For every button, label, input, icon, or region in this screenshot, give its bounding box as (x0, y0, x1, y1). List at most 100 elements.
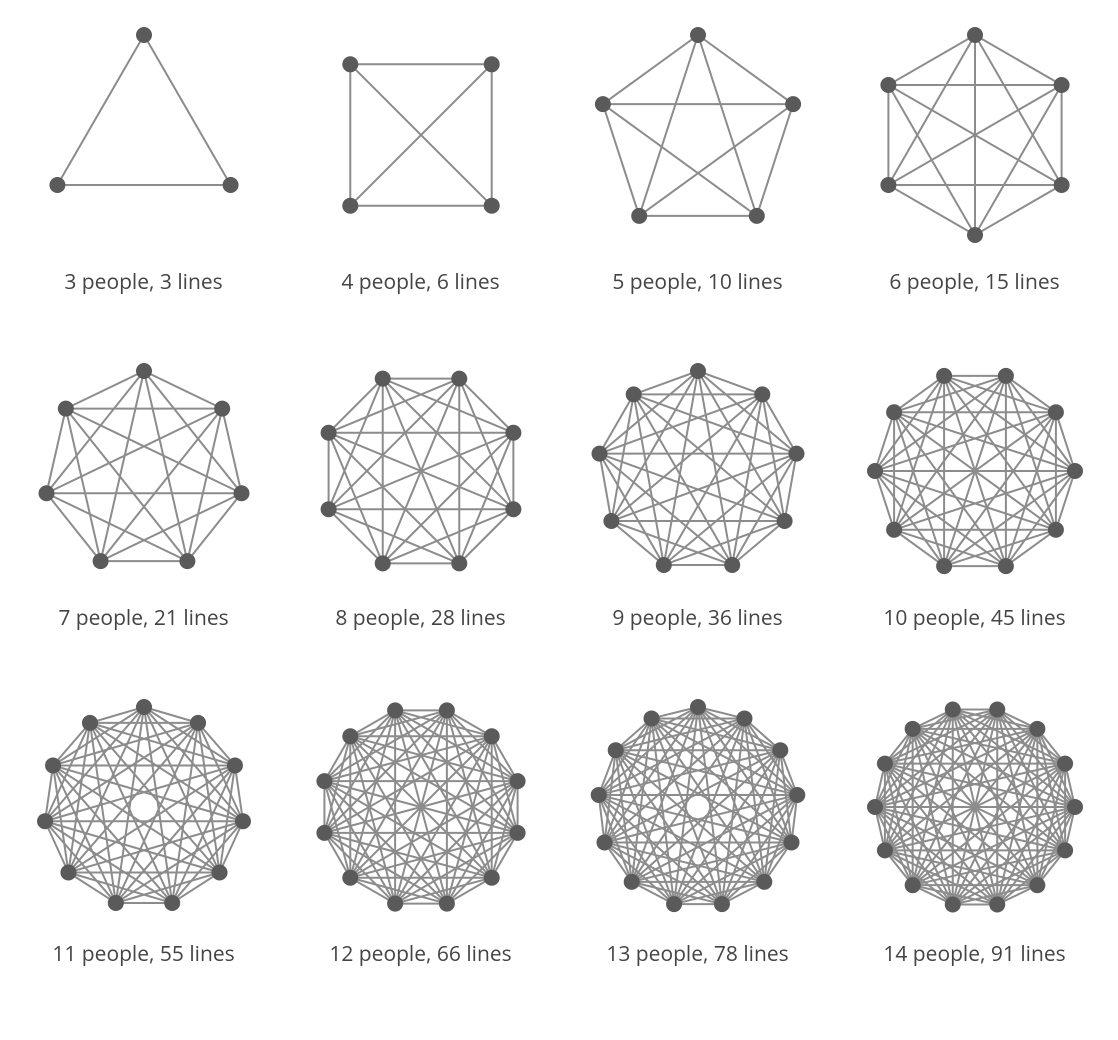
edges (875, 376, 1075, 566)
complete-graph-k9 (583, 356, 813, 586)
node (509, 773, 525, 789)
node (316, 773, 332, 789)
node (886, 522, 902, 538)
nodes (594, 27, 800, 224)
node (886, 404, 902, 420)
node (509, 825, 525, 841)
node (754, 386, 770, 402)
node (387, 702, 403, 718)
node (342, 870, 358, 886)
graph-caption: 7 people, 21 lines (58, 604, 228, 632)
graph-caption: 11 people, 55 lines (52, 940, 234, 968)
node (904, 877, 920, 893)
node (1057, 756, 1073, 772)
node (997, 368, 1013, 384)
node (1067, 463, 1083, 479)
node (967, 27, 983, 43)
edges (875, 710, 1075, 905)
graph-cell-12: 12 people, 66 lines (297, 692, 544, 968)
complete-graph-k3 (29, 20, 259, 250)
graph-cell-10: 10 people, 45 lines (851, 356, 1098, 632)
graph-caption: 4 people, 6 lines (341, 268, 499, 296)
node (666, 896, 682, 912)
graph-cell-5: 5 people, 10 lines (574, 20, 821, 296)
complete-graph-k10 (860, 356, 1090, 586)
graph-cell-9: 9 people, 36 lines (574, 356, 821, 632)
node (233, 485, 249, 501)
node (1029, 877, 1045, 893)
node (234, 813, 250, 829)
complete-graph-k7 (29, 356, 259, 586)
node (607, 742, 623, 758)
edges (888, 35, 1061, 235)
graph-cell-8: 8 people, 28 lines (297, 356, 544, 632)
node (451, 555, 467, 571)
node (989, 702, 1005, 718)
node (164, 895, 180, 911)
node (596, 834, 612, 850)
node (736, 710, 752, 726)
node (867, 463, 883, 479)
node (81, 715, 97, 731)
node (643, 710, 659, 726)
node (880, 77, 896, 93)
node (1047, 404, 1063, 420)
node (49, 177, 65, 193)
node (724, 557, 740, 573)
graph-cell-14: 14 people, 91 lines (851, 692, 1098, 968)
node (179, 553, 195, 569)
node (136, 363, 152, 379)
graph-cell-7: 7 people, 21 lines (20, 356, 267, 632)
edges (57, 35, 230, 185)
complete-graph-k5 (583, 20, 813, 250)
node (136, 699, 152, 715)
complete-graph-k6 (860, 20, 1090, 250)
edges (350, 64, 491, 205)
node (316, 825, 332, 841)
graph-caption: 3 people, 3 lines (64, 268, 222, 296)
node (107, 895, 123, 911)
complete-graph-k12 (306, 692, 536, 922)
complete-graph-k13 (583, 692, 813, 922)
node (603, 513, 619, 529)
node (1029, 721, 1045, 737)
node (590, 787, 606, 803)
node (785, 96, 801, 112)
node (631, 208, 647, 224)
graph-cell-13: 13 people, 78 lines (574, 692, 821, 968)
node (789, 787, 805, 803)
node (880, 177, 896, 193)
graph-caption: 12 people, 66 lines (329, 940, 511, 968)
node (226, 757, 242, 773)
node (505, 425, 521, 441)
graph-cell-3: 3 people, 3 lines (20, 20, 267, 296)
node (438, 702, 454, 718)
node (37, 813, 53, 829)
graph-cell-6: 6 people, 15 lines (851, 20, 1098, 296)
complete-graph-k14 (860, 692, 1090, 922)
graph-cell-4: 4 people, 6 lines (297, 20, 544, 296)
node (1053, 77, 1069, 93)
node (92, 553, 108, 569)
node (997, 558, 1013, 574)
node (756, 874, 772, 890)
node (483, 198, 499, 214)
node (451, 371, 467, 387)
edges (46, 371, 241, 561)
node (713, 896, 729, 912)
edges (602, 35, 792, 216)
node (483, 728, 499, 744)
node (1047, 522, 1063, 538)
node (783, 834, 799, 850)
graph-cell-11: 11 people, 55 lines (20, 692, 267, 968)
node (211, 864, 227, 880)
node (38, 485, 54, 501)
node (320, 501, 336, 517)
node (57, 401, 73, 417)
graph-grid: 3 people, 3 lines 4 people, 6 lines 5 peop… (20, 20, 1098, 968)
nodes (38, 363, 249, 569)
graph-caption: 5 people, 10 lines (612, 268, 782, 296)
node (772, 742, 788, 758)
node (591, 446, 607, 462)
node (944, 702, 960, 718)
